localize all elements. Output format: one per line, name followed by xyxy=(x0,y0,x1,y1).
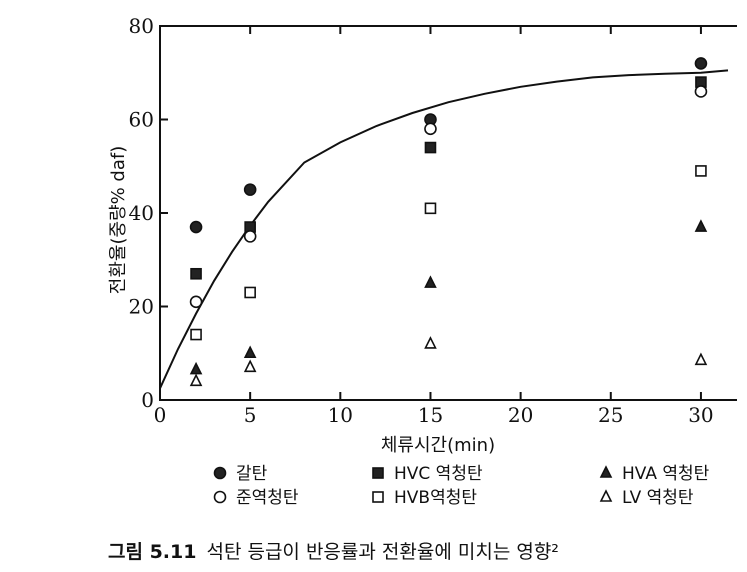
x-tick-label: 30 xyxy=(688,403,713,427)
data-point xyxy=(694,352,708,366)
figure-caption: 그림 5.11 석탄 등급이 반응률과 전환율에 미치는 영향² xyxy=(108,537,747,564)
data-point xyxy=(695,165,707,177)
data-point xyxy=(243,183,257,196)
plot-axes xyxy=(159,25,737,401)
data-point xyxy=(424,275,437,288)
data-point xyxy=(424,141,437,154)
legend-marker xyxy=(213,466,227,480)
data-point xyxy=(243,345,257,359)
conversion-scatter-chart: 0 5 10 15 20 25 30 0 20 40 60 80 체류시간(min) 전환율(중량% … xyxy=(108,14,737,508)
x-tick-label: 15 xyxy=(418,403,443,427)
y-tick-label: 0 xyxy=(141,388,154,412)
y-tick-label: 40 xyxy=(129,201,154,225)
y-tick-label: 20 xyxy=(129,295,154,319)
legend-marker xyxy=(372,491,384,503)
legend-marker xyxy=(213,490,227,504)
figure-number: 그림 5.11 xyxy=(108,541,197,563)
y-axis-title: 전환율(중량% daf) xyxy=(108,146,129,294)
x-tick-label: 10 xyxy=(328,403,353,427)
legend-label: 갈탄 xyxy=(236,464,268,484)
x-tick-label: 25 xyxy=(598,403,623,427)
legend-label: HVC 역청탄 xyxy=(394,464,483,484)
legend-label: HVB역청탄 xyxy=(394,488,477,508)
x-axis-title: 체류시간(min) xyxy=(381,435,495,456)
data-point xyxy=(189,361,203,375)
legend-marker xyxy=(599,465,613,478)
data-point xyxy=(424,202,437,215)
y-tick-label: 80 xyxy=(129,14,154,38)
legend-marker xyxy=(599,489,613,502)
data-point xyxy=(244,286,256,299)
legend-label: 준역청탄 xyxy=(236,488,299,508)
axis-tick-labels: 0 5 10 15 20 25 30 0 20 40 60 80 xyxy=(129,14,714,427)
data-point xyxy=(243,230,257,243)
x-tick-label: 0 xyxy=(154,403,167,427)
axis-frame xyxy=(159,25,737,401)
x-tick-label: 20 xyxy=(508,403,533,427)
data-point xyxy=(694,57,708,70)
data-point xyxy=(189,373,203,387)
data-point xyxy=(189,295,203,309)
data-point xyxy=(189,220,203,234)
data-point xyxy=(694,219,708,232)
legend-label: HVA 역청탄 xyxy=(622,464,710,484)
data-points xyxy=(189,57,708,387)
legend-label: LV 역청탄 xyxy=(622,488,694,508)
data-point xyxy=(190,267,202,280)
caption-text: 석탄 등급이 반응률과 전환율에 미치는 영향² xyxy=(206,541,559,563)
fitted-curve xyxy=(159,69,729,389)
data-point xyxy=(424,336,437,349)
y-tick-label: 60 xyxy=(129,108,154,132)
legend-marker xyxy=(372,467,384,479)
data-point xyxy=(190,328,202,341)
data-point xyxy=(243,359,257,373)
data-point xyxy=(424,122,437,136)
data-point xyxy=(694,85,708,98)
axis-ticks xyxy=(159,25,702,401)
x-tick-label: 5 xyxy=(244,403,257,427)
